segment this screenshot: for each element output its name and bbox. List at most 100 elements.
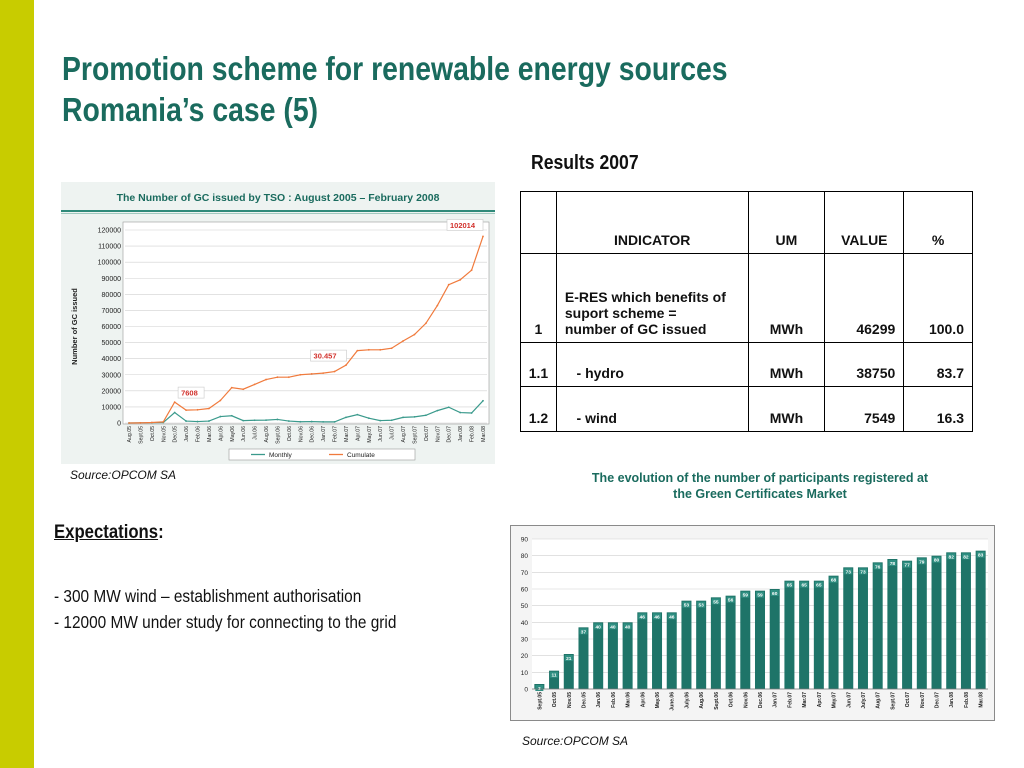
y-tick-label: 30 [521,637,529,644]
data-point [265,419,267,422]
annotation-label: 30.457 [314,352,337,361]
data-point [265,378,267,381]
accent-side-bar [0,0,34,768]
bar-value-label: 65 [801,583,807,589]
data-point [196,420,199,423]
bar [622,622,633,689]
table-header-row: INDICATOR UM VALUE % [520,191,973,254]
data-point [402,340,404,342]
row-no: 1.2 [520,386,557,432]
legend-label: Monthly [269,452,293,459]
x-tick-label: Nov.07 [435,426,441,442]
bar [813,580,824,689]
x-tick-label: Jun.06 [241,426,247,442]
bar [637,612,648,689]
annotation-box [177,386,205,399]
bar [549,670,560,689]
bar-label-box [917,558,926,565]
y-tick-label: 50 [521,603,529,610]
bar-label-box [726,596,735,603]
bar-value-label: 40 [610,624,616,630]
slide-title-line2: Romania’s case (5) [62,91,319,128]
bar-label-box [667,613,676,620]
data-point [196,408,199,411]
y-tick-label: 40 [521,620,529,627]
gc-issued-chart-svg: The Number of GC issued by TSO : August … [61,182,495,464]
x-tick-label: Apr.06 [640,692,646,708]
bar-label-box [755,591,765,598]
bar-value-label: 79 [919,559,925,565]
bar-label-box [535,685,544,691]
x-tick-label: Nov.07 [920,692,926,708]
y-tick-label: 70 [521,570,529,577]
x-tick-label: May.07 [367,426,373,443]
bar-label-box [579,628,588,635]
row-indicator-line: E-RES which benefits of [564,289,726,305]
x-tick-label: Aug.05 [127,426,133,443]
data-point [208,420,210,422]
data-point [310,420,313,423]
x-tick-label: Feb.07 [333,426,339,442]
data-point [299,420,302,423]
bar-label-box [800,581,809,588]
y-tick-label: 60 [521,587,529,594]
bar-value-label: 65 [816,583,822,589]
x-tick-label: Jul.06 [253,426,259,440]
title-rule [61,213,495,214]
y-axis-label: Number of GC issued [70,288,79,365]
row-value: 46299 [824,253,905,343]
bar-value-label: 21 [566,656,572,662]
bar-label-box [653,613,662,620]
x-tick-label: Sept.05 [537,692,543,710]
bar-label-box [814,581,823,588]
bar [578,627,589,689]
row-percent: 83.7 [903,342,973,387]
bar-label-box [741,591,750,598]
y-tick-label: 50000 [102,340,122,347]
bar [740,590,751,689]
data-point [367,348,370,351]
expectations-colon: : [158,522,164,543]
header-percent: % [903,191,973,254]
bar-label-box [858,568,867,575]
x-tick-label: May.06 [655,692,661,709]
data-point [356,413,359,416]
bar-value-label: 76 [875,564,881,570]
data-point [333,420,336,423]
data-point [185,420,187,422]
data-point [459,411,462,414]
bar [754,590,766,689]
row-indicator: - wind [555,386,749,432]
bar [843,567,854,689]
bar [710,597,721,689]
bar-label-box [829,576,838,583]
gc-chart-source: Source:OPCOM SA [70,468,177,482]
series-line-cumulate [128,236,484,424]
bar-value-label: 68 [831,578,837,584]
bar [593,622,604,689]
x-tick-label: Nov.05 [567,692,573,708]
bar [902,560,913,689]
bar [931,555,942,689]
x-tick-label: Apr.07 [817,692,823,708]
data-point [162,420,165,423]
bar-label-box [623,623,632,630]
data-point [276,376,279,379]
data-point [173,411,176,414]
bar [666,612,677,689]
bar-value-label: 65 [787,583,793,589]
y-tick-label: 30000 [102,372,122,379]
bar-label-box [594,623,603,630]
row-indicator: E-RES which benefits of suport scheme = … [555,253,749,343]
expectation-item: - 300 MW wind – establishment authorisat… [54,586,362,606]
x-tick-label: Aug.06 [699,692,705,709]
x-tick-label: Jan.08 [458,426,464,442]
data-point [390,347,393,350]
data-point [299,373,302,376]
x-tick-label: Mar.07 [802,692,808,708]
bar-value-label: 46 [654,614,660,620]
row-value: 38750 [824,342,905,387]
bar-label-box [697,601,706,608]
participants-chart-source: Source:OPCOM SA [522,734,629,748]
bar-value-label: 11 [552,673,557,679]
